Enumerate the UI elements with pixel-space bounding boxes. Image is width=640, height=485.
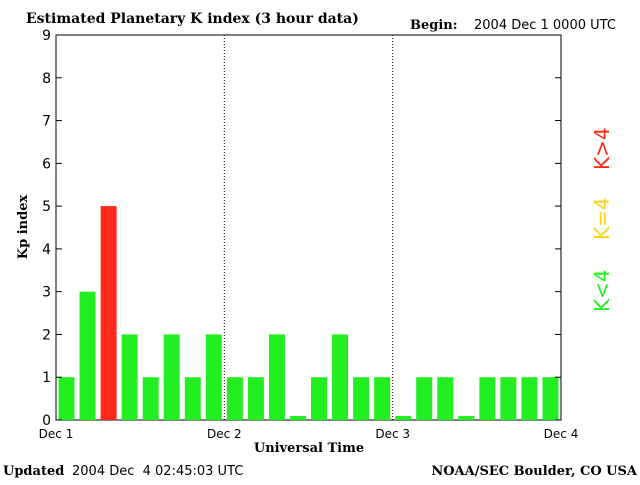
- kp-bar: [205, 334, 222, 420]
- x-tick-label: Dec 1: [39, 427, 74, 441]
- x-axis-ticks: Dec 1 Dec 2 Dec 3 Dec 4: [39, 427, 579, 441]
- y-tick-label: 5: [42, 199, 51, 215]
- kp-bar: [479, 377, 496, 420]
- kp-bar: [268, 334, 285, 420]
- legend-quiet: K<4: [590, 269, 614, 312]
- y-tick-label: 2: [42, 327, 51, 343]
- kp-bar: [458, 416, 475, 420]
- kp-bars: [58, 206, 559, 420]
- credit-text: NOAA/SEC Boulder, CO USA: [431, 464, 638, 479]
- kp-bar: [542, 377, 559, 420]
- kp-bar: [184, 377, 201, 420]
- kp-bar: [289, 416, 306, 420]
- kp-bar: [58, 377, 75, 420]
- x-axis-title: Universal Time: [254, 441, 364, 456]
- x-tick-label: Dec 4: [544, 427, 579, 441]
- updated-value: 2004 Dec 4 02:45:03 UTC: [72, 464, 243, 479]
- kp-bar: [374, 377, 391, 420]
- legend-active: K=4: [590, 197, 614, 240]
- kp-bar: [437, 377, 454, 420]
- kp-bar: [100, 206, 117, 420]
- chart-title: Estimated Planetary K index (3 hour data…: [26, 11, 359, 27]
- kp-bar: [79, 291, 96, 420]
- y-tick-label: 0: [42, 413, 51, 429]
- y-axis-title: Kp index: [16, 195, 31, 260]
- kp-bar: [121, 334, 138, 420]
- y-tick-label: 7: [42, 114, 51, 130]
- y-axis-ticks: 0 1 2 3 4 5 6 7 8 9: [42, 28, 561, 429]
- begin-value: 2004 Dec 1 0000 UTC: [474, 18, 616, 33]
- kp-bar: [353, 377, 370, 420]
- kp-bar: [395, 416, 412, 420]
- kp-bar: [142, 377, 159, 420]
- updated-label: Updated: [3, 464, 64, 479]
- y-tick-label: 9: [42, 28, 51, 44]
- x-tick-label: Dec 3: [375, 427, 410, 441]
- y-tick-label: 3: [42, 285, 51, 301]
- y-tick-label: 6: [42, 156, 51, 172]
- kp-bar: [163, 334, 180, 420]
- day-gridlines: [223, 35, 394, 420]
- kp-bar: [332, 334, 349, 420]
- x-tick-label: Dec 2: [207, 427, 242, 441]
- kp-bar: [311, 377, 328, 420]
- begin-label: Begin:: [410, 18, 458, 33]
- y-tick-label: 4: [42, 242, 51, 258]
- legend-storm: K>4: [590, 127, 614, 170]
- kp-bar: [500, 377, 517, 420]
- kp-bar: [521, 377, 538, 420]
- plot-frame: [55, 34, 562, 421]
- kp-bar: [416, 377, 433, 420]
- y-tick-label: 8: [42, 71, 51, 87]
- kp-bar: [247, 377, 264, 420]
- kp-bar: [226, 377, 243, 420]
- y-tick-label: 1: [42, 370, 51, 386]
